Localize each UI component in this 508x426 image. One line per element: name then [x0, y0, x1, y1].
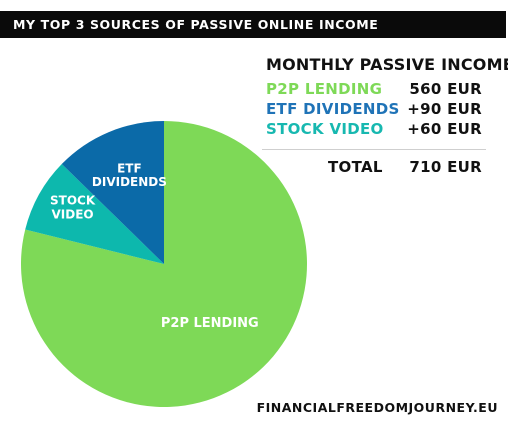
legend-label-etf-dividends: ETF DIVIDENDS — [266, 100, 400, 118]
pie-slice-stock-video — [25, 164, 165, 264]
chart-title: MY TOP 3 SOURCES OF PASSIVE ONLINE INCOM… — [13, 17, 379, 32]
slice-label-etf-dividends: ETF DIVIDENDS — [92, 161, 167, 189]
total-row: TOTAL 710 EUR — [266, 158, 486, 180]
legend-heading: MONTHLY PASSIVE INCOME: — [266, 55, 508, 74]
legend-row-p2p-lending: P2P LENDING 560 EUR — [266, 80, 486, 100]
total-amount: 710 EUR — [409, 158, 482, 176]
legend-label-stock-video: STOCK VIDEO — [266, 120, 384, 138]
legend-amount-p2p-lending: 560 EUR — [409, 80, 482, 98]
pie-slice-etf-dividends — [61, 121, 165, 264]
slice-label-stock-video: STOCK VIDEO — [50, 194, 96, 222]
pie-slice-p2p-lending — [21, 121, 308, 407]
title-banner: MY TOP 3 SOURCES OF PASSIVE ONLINE INCOM… — [0, 11, 506, 38]
income-legend: MONTHLY PASSIVE INCOME: P2P LENDING 560 … — [266, 55, 508, 140]
total-divider — [262, 149, 486, 150]
legend-amount-etf-dividends: +90 EUR — [407, 100, 482, 118]
legend-row-etf-dividends: ETF DIVIDENDS +90 EUR — [266, 100, 486, 120]
website-credit: FINANCIALFREEDOMJOURNEY.EU — [256, 400, 498, 415]
legend-amount-stock-video: +60 EUR — [407, 120, 482, 138]
legend-label-p2p-lending: P2P LENDING — [266, 80, 383, 98]
legend-row-stock-video: STOCK VIDEO +60 EUR — [266, 120, 486, 140]
slice-label-p2p-lending: P2P LENDING — [161, 316, 259, 331]
total-label: TOTAL — [328, 158, 383, 176]
